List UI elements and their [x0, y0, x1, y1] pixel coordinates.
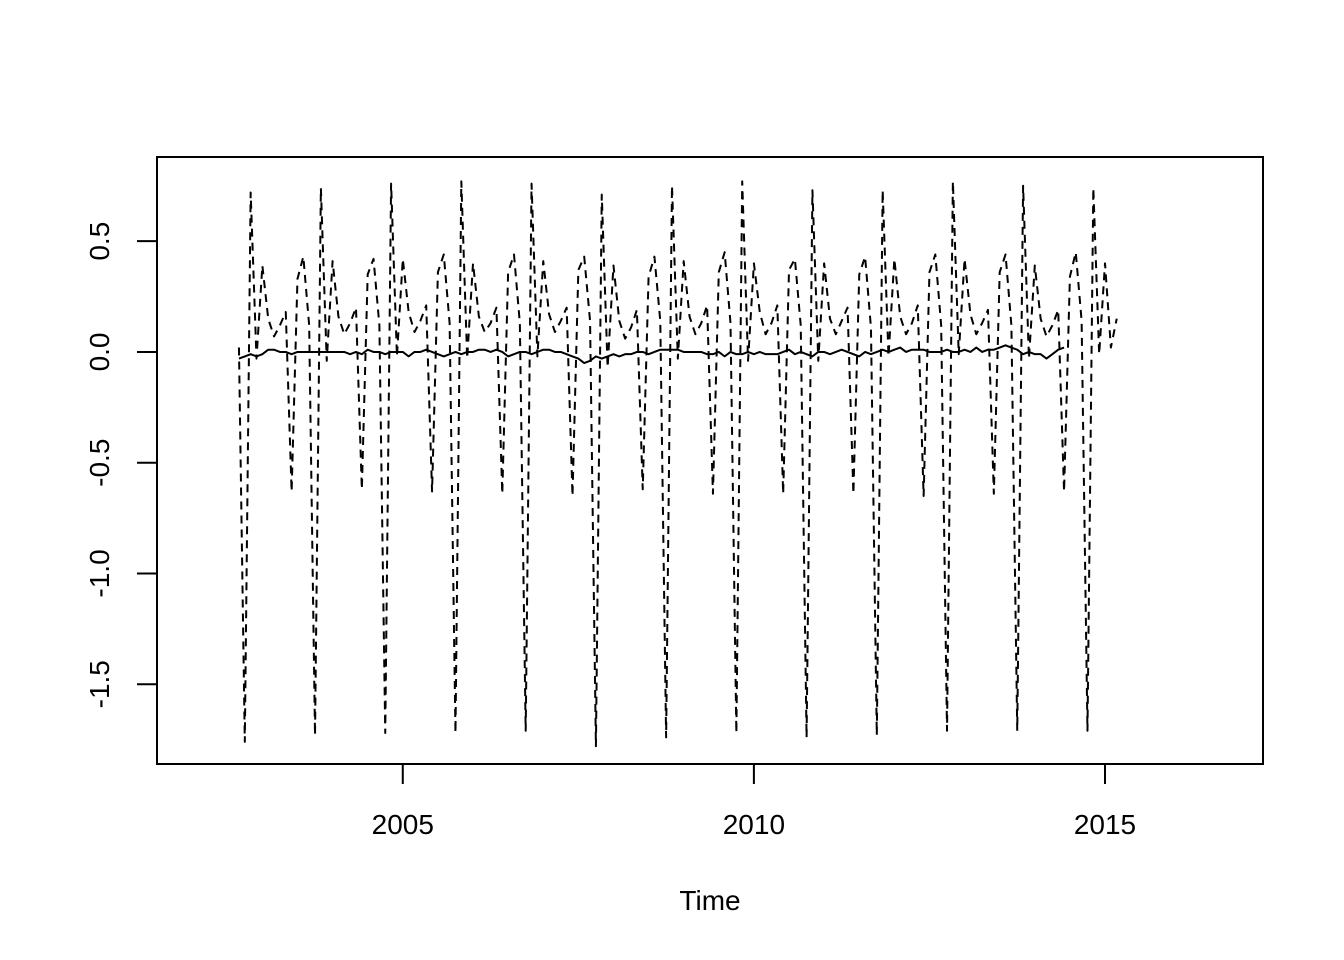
series-1-line: [238, 344, 1065, 365]
y-tick-label: -1.0: [84, 549, 115, 597]
series-layer: [237, 180, 1118, 748]
y-tick-label: 0.0: [84, 332, 115, 371]
y-tick-label: -1.5: [84, 660, 115, 708]
x-tick-label: 2015: [1074, 809, 1136, 840]
x-tick-label: 2005: [372, 809, 434, 840]
y-tick-label: 0.5: [84, 222, 115, 261]
series-2-line: [237, 180, 1118, 748]
y-axis: 0.5 0.0 -0.5 -1.0 -1.5: [84, 222, 158, 708]
x-axis: 2005 2010 2015: [372, 763, 1136, 840]
x-tick-label: 2010: [723, 809, 785, 840]
y-tick-label: -0.5: [84, 439, 115, 487]
x-axis-title: Time: [679, 885, 740, 916]
